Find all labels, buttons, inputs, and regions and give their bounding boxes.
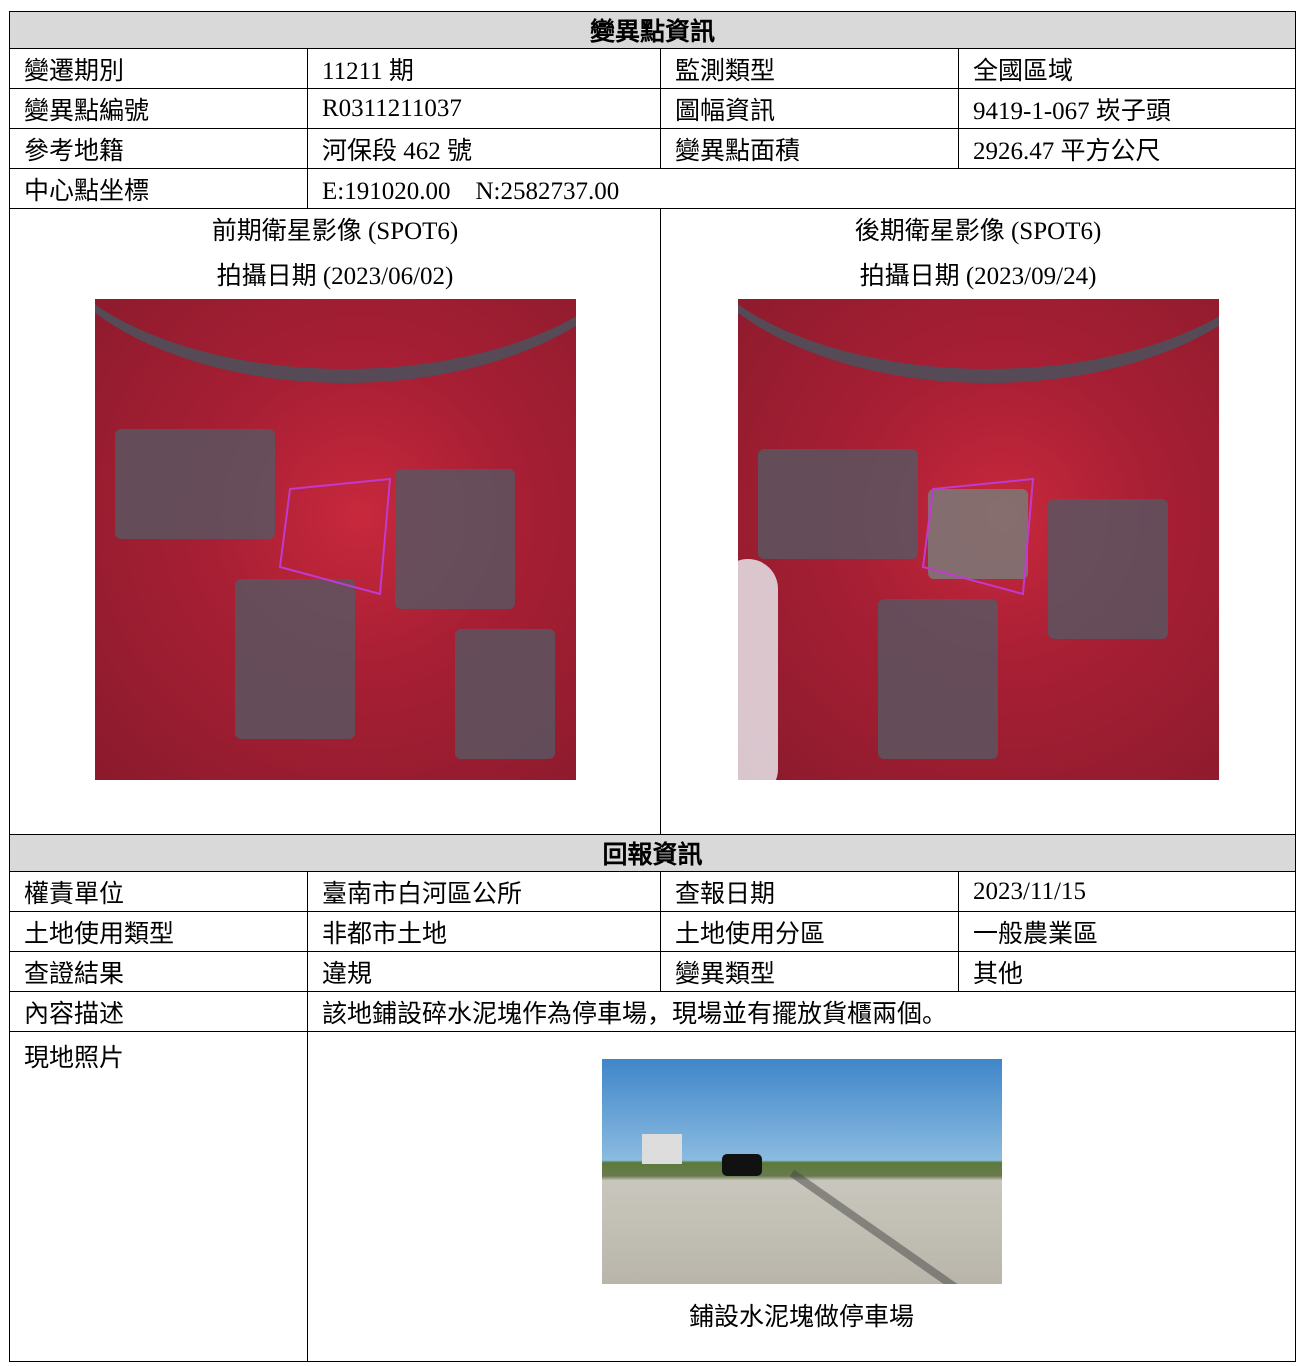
cell: 變異類型	[660, 951, 959, 992]
cell: 一般農業區	[957, 911, 1296, 952]
cell: 現地照片	[9, 1031, 308, 1362]
cell: 非都市土地	[307, 911, 661, 952]
cell: 臺南市白河區公所	[307, 871, 661, 912]
cell: 全國區域	[957, 48, 1296, 89]
photo-cell: 鋪設水泥塊做停車場	[306, 1031, 1296, 1362]
section-title: 回報資訊	[8, 834, 1296, 872]
cell: 11211 期	[307, 48, 661, 89]
cell: 查證結果	[9, 951, 308, 992]
section-title: 變異點資訊	[8, 11, 1296, 49]
cell: 圖幅資訊	[660, 88, 959, 129]
image-caption: 前期衛星影像 (SPOT6)	[211, 218, 459, 245]
cell: 變異點面積	[660, 128, 959, 169]
cell: 該地鋪設碎水泥塊作為停車場，現場並有擺放貨櫃兩個。	[306, 991, 1296, 1032]
satellite-image	[737, 299, 1219, 780]
cell: 內容描述	[9, 991, 308, 1032]
cell: 違規	[307, 951, 661, 992]
cell: 其他	[957, 951, 1296, 992]
image-caption: 後期衛星影像 (SPOT6)	[854, 218, 1102, 245]
cell: 2023/11/15	[957, 871, 1296, 912]
cell: 監測類型	[660, 48, 959, 89]
cell: R0311211037	[307, 88, 661, 129]
satellite-image	[94, 299, 576, 780]
cell: 土地使用分區	[660, 911, 959, 952]
cell: 2926.47 平方公尺	[957, 128, 1296, 169]
photo-caption: 鋪設水泥塊做停車場	[689, 1304, 915, 1331]
image-cell: 後期衛星影像 (SPOT6) 拍攝日期 (2023/09/24)	[659, 208, 1296, 835]
cell: 土地使用類型	[9, 911, 308, 952]
cell: 變異點編號	[9, 88, 308, 129]
cell: 河保段 462 號	[307, 128, 661, 169]
image-cell: 前期衛星影像 (SPOT6) 拍攝日期 (2023/06/02)	[9, 208, 661, 835]
cell: 權責單位	[9, 871, 308, 912]
site-photo	[601, 1059, 1002, 1284]
cell: 參考地籍	[9, 128, 308, 169]
cell: 9419-1-067 崁子頭	[957, 88, 1296, 129]
cell: 查報日期	[660, 871, 959, 912]
report-table: 變異點資訊 變遷期別 11211 期監測類型 全國區域 變異點編號 R03112110…	[8, 11, 1296, 1362]
cell: 變遷期別	[9, 48, 308, 89]
cell: 中心點坐標	[9, 168, 308, 209]
image-date: 拍攝日期 (2023/09/24)	[859, 263, 1097, 290]
cell: E:191020.00 N:2582737.00	[306, 168, 1296, 209]
image-date: 拍攝日期 (2023/06/02)	[216, 263, 454, 290]
